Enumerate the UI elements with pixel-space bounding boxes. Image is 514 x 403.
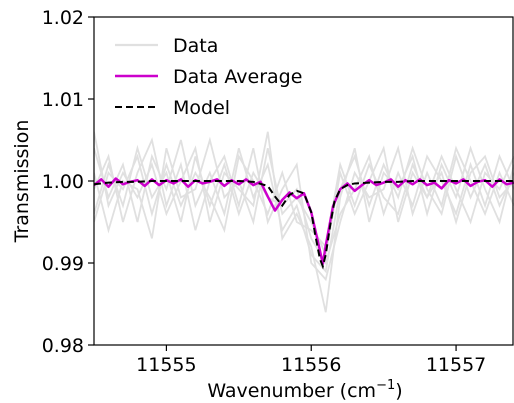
data-trace-5 bbox=[94, 131, 514, 313]
y-tick-label: 1.02 bbox=[42, 7, 84, 29]
legend: Data Data Average Model bbox=[115, 35, 302, 119]
legend-label-model: Model bbox=[173, 97, 230, 119]
y-tick-label: 1.00 bbox=[42, 171, 84, 193]
x-tick-label: 11557 bbox=[426, 354, 486, 376]
model-line bbox=[94, 180, 514, 270]
x-axis-title-main: Wavenumber (cm bbox=[207, 380, 376, 402]
x-tick-label: 11556 bbox=[281, 354, 341, 376]
legend-label-data: Data bbox=[173, 35, 218, 57]
x-axis-title: Wavenumber (cm−1) bbox=[207, 378, 402, 402]
y-axis-title: Transmission bbox=[11, 120, 33, 244]
x-axis-title-tail: ) bbox=[395, 380, 402, 402]
legend-label-data-average: Data Average bbox=[173, 66, 302, 88]
y-tick-label: 1.01 bbox=[42, 89, 84, 111]
x-tick-label: 11555 bbox=[136, 354, 196, 376]
data-layer bbox=[94, 131, 514, 313]
data-trace-4 bbox=[94, 137, 514, 282]
axes-layer: 0.98 0.99 1.00 1.01 1.02 11555 11556 11557 bbox=[42, 7, 514, 376]
data-average-line bbox=[94, 177, 514, 266]
y-tick-label: 0.99 bbox=[42, 253, 84, 275]
y-tick-label: 0.98 bbox=[42, 335, 84, 357]
x-axis-title-superscript: −1 bbox=[376, 378, 395, 393]
